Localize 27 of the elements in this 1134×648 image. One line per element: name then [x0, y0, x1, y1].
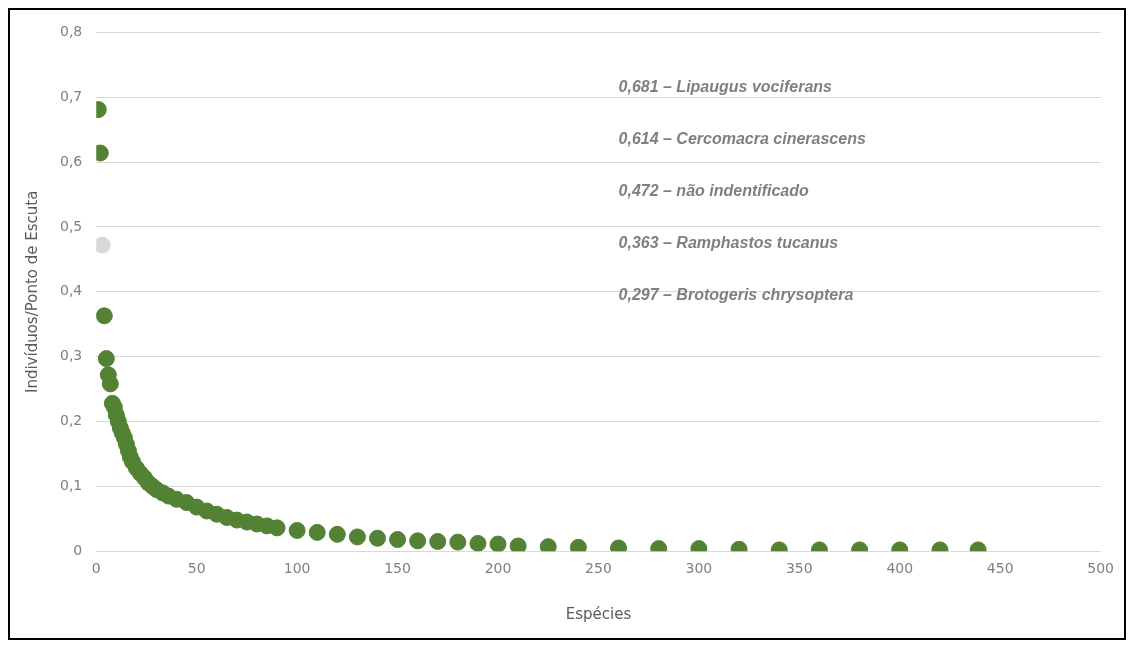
- y-tick-label: 0,6: [60, 152, 83, 169]
- x-tick-label: 350: [785, 560, 813, 577]
- annotation: 0,297 – Brotogeris chrysoptera: [618, 285, 854, 303]
- y-tick-label: 0,7: [60, 87, 83, 104]
- x-tick-label: 500: [1087, 560, 1115, 577]
- y-tick-label: 0,5: [60, 217, 83, 234]
- x-tick-label: 250: [585, 560, 612, 577]
- y-tick-label: 0: [73, 541, 83, 558]
- x-tick-label: 100: [283, 560, 311, 577]
- y-tick-label: 0,8: [60, 23, 83, 40]
- x-axis-title: Espécies: [565, 604, 632, 623]
- x-tick-label: 400: [886, 560, 914, 577]
- annotation: 0,681 – Lipaugus vociferans: [618, 77, 833, 95]
- x-tick-label: 50: [187, 560, 206, 577]
- x-tick-label: 450: [986, 560, 1014, 577]
- x-tick-label: 150: [384, 560, 411, 577]
- y-axis-title: Indivíduos/Ponto de Escuta: [22, 190, 41, 393]
- annotation: 0,472 – não indentificado: [618, 181, 810, 199]
- y-tick-label: 0,1: [60, 476, 83, 493]
- y-tick-label: 0,4: [60, 282, 83, 299]
- y-tick-label: 0,3: [60, 347, 83, 364]
- annotation: 0,614 – Cercomacra cinerascens: [618, 129, 866, 147]
- x-tick-label: 200: [484, 560, 512, 577]
- annotation: 0,363 – Ramphastos tucanus: [618, 233, 839, 251]
- y-tick-label: 0,2: [60, 412, 83, 429]
- x-tick-label: 300: [685, 560, 713, 577]
- x-tick-label: 0: [91, 560, 101, 577]
